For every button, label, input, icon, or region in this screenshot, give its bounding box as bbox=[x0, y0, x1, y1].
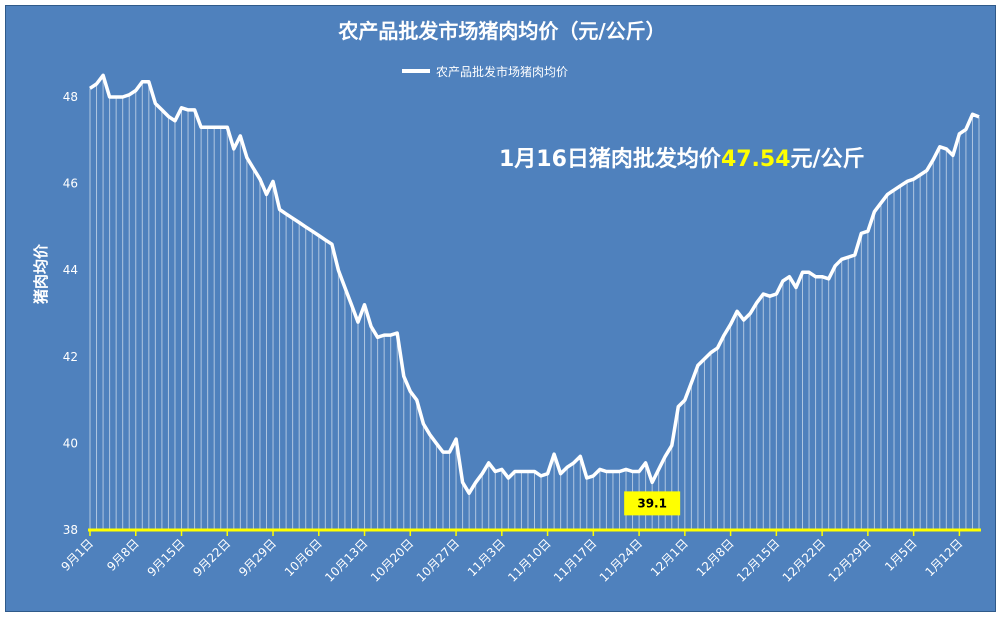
x-tick-label: 10月13日 bbox=[322, 536, 370, 584]
x-tick-label: 1月12日 bbox=[922, 536, 965, 579]
y-tick-label: 38 bbox=[63, 523, 78, 537]
headline-prefix: 1月16日猪肉批发均价 bbox=[499, 146, 722, 172]
x-tick-label: 1月5日 bbox=[882, 536, 920, 574]
x-ticks: 9月1日 9月8日 9月15日 9月22日 9月29日 10月6日10月13日10月20日… bbox=[58, 530, 966, 585]
y-tick-label: 42 bbox=[63, 350, 78, 364]
headline-value: 47.54 bbox=[721, 147, 791, 172]
min-label-text: 39.1 bbox=[637, 496, 667, 510]
y-axis-label: 猪肉均价 bbox=[32, 243, 50, 305]
x-tick-label: 11月17日 bbox=[551, 536, 599, 584]
y-tick-label: 40 bbox=[63, 436, 78, 450]
min-label-box bbox=[624, 491, 681, 516]
x-tick-label: 10月20日 bbox=[368, 536, 416, 584]
min-label: 39.1 bbox=[624, 491, 681, 516]
legend: 农产品批发市场猪肉均价 bbox=[402, 64, 568, 79]
x-tick-label: 12月8日 bbox=[694, 536, 737, 579]
y-ticks: 38 40 42 44 46 48 bbox=[63, 90, 78, 537]
x-tick-label: 9月22日 bbox=[190, 536, 233, 579]
chart-frame: 农产品批发市场猪肉均价（元/公斤） 农产品批发市场猪肉均价 猪肉均价 38 40 4… bbox=[5, 5, 996, 612]
x-tick-label: 12月15日 bbox=[734, 536, 782, 584]
x-tick-label: 11月24日 bbox=[597, 536, 645, 584]
x-tick-label: 11月3日 bbox=[465, 536, 508, 579]
y-tick-label: 46 bbox=[63, 177, 78, 191]
headline-annotation: 1月16日猪肉批发均价47.54元/公斤 bbox=[499, 146, 865, 172]
drop-lines bbox=[89, 75, 980, 530]
x-tick-label: 9月29日 bbox=[236, 536, 279, 579]
x-tick-label: 9月15日 bbox=[145, 536, 188, 579]
x-tick-label: 12月22日 bbox=[780, 536, 828, 584]
y-tick-label: 44 bbox=[63, 263, 78, 277]
x-tick-label: 11月10日 bbox=[505, 536, 553, 584]
chart-title: 农产品批发市场猪肉均价（元/公斤） bbox=[337, 19, 665, 43]
y-tick-label: 48 bbox=[63, 90, 78, 104]
x-tick-label: 12月1日 bbox=[648, 536, 691, 579]
headline-suffix: 元/公斤 bbox=[791, 147, 865, 172]
x-tick-label: 9月8日 bbox=[104, 536, 142, 574]
x-tick-label: 10月27日 bbox=[414, 536, 462, 584]
x-tick-label: 10月6日 bbox=[282, 536, 325, 579]
x-tick-label: 12月29日 bbox=[826, 536, 874, 584]
legend-label: 农产品批发市场猪肉均价 bbox=[436, 64, 568, 79]
line-chart: 农产品批发市场猪肉均价（元/公斤） 农产品批发市场猪肉均价 猪肉均价 38 40 4… bbox=[32, 19, 981, 585]
price-series-line bbox=[89, 73, 980, 495]
x-tick-label: 9月1日 bbox=[58, 536, 96, 574]
